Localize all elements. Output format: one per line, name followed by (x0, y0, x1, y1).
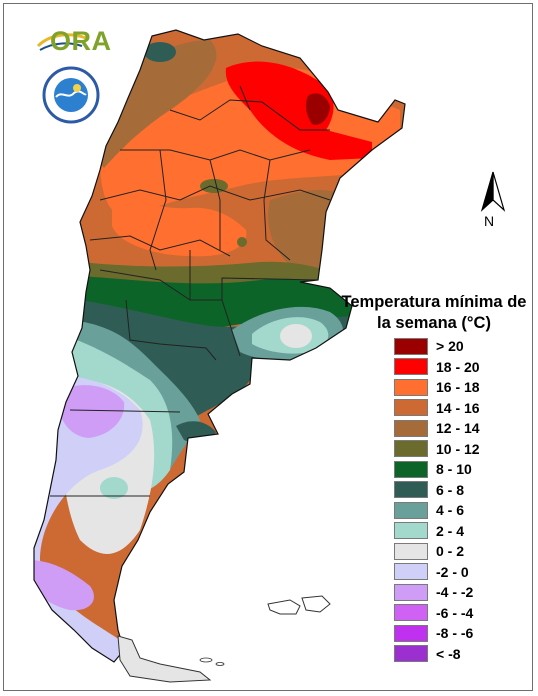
legend-label: -4 - -2 (436, 584, 474, 601)
zone-10-12-b (237, 237, 247, 247)
legend-item: 12 - 14 (394, 418, 480, 439)
legend-label: 2 - 4 (436, 522, 465, 539)
ora-logo-text: ORA (50, 26, 112, 56)
legend-label: -6 - -4 (436, 604, 474, 621)
legend-swatch (394, 522, 428, 540)
legend-swatch (394, 604, 428, 622)
legend-swatch (394, 378, 428, 396)
legend-label: 0 - 2 (436, 543, 465, 560)
legend-swatch (394, 460, 428, 478)
zone-minus4-minus2-north (57, 385, 125, 438)
legend-item: -2 - 0 (394, 562, 480, 583)
legend-swatch (394, 624, 428, 642)
legend-item: -4 - -2 (394, 582, 480, 603)
legend-item: < -8 (394, 644, 480, 665)
zone-0-2-east (280, 324, 312, 348)
legend-title: Temperatura mínima de la semana (°C) (341, 293, 527, 332)
legend-item: 6 - 8 (394, 480, 480, 501)
legend-item: -8 - -6 (394, 623, 480, 644)
zone-gt-20 (305, 93, 330, 125)
legend-item: 10 - 12 (394, 439, 480, 460)
legend-item: -6 - -4 (394, 603, 480, 624)
legend-swatch (394, 645, 428, 663)
legend-label: 14 - 16 (436, 399, 480, 416)
legend-swatch (394, 542, 428, 560)
legend-item: 8 - 10 (394, 459, 480, 480)
argentina-outline (33, 29, 406, 663)
legend-swatch (394, 399, 428, 417)
legend-item: 14 - 16 (394, 398, 480, 419)
legend: > 20 18 - 20 16 - 18 14 - 16 12 - 14 10 … (394, 336, 480, 664)
legend-item: > 20 (394, 336, 480, 357)
legend-item: 0 - 2 (394, 541, 480, 562)
legend-label: 12 - 14 (436, 420, 480, 437)
ora-logo-icon (36, 33, 87, 51)
legend-swatch (394, 440, 428, 458)
tierra-del-fuego (117, 635, 212, 683)
legend-swatch (394, 583, 428, 601)
legend-label: > 20 (436, 338, 464, 355)
north-arrow-icon (480, 171, 506, 212)
legend-swatch (394, 337, 428, 355)
zone-18-20 (225, 61, 372, 160)
legend-item: 4 - 6 (394, 500, 480, 521)
legend-item: 18 - 20 (394, 357, 480, 378)
legend-swatch (394, 563, 428, 581)
north-label: N (484, 213, 495, 229)
legend-label: 6 - 8 (436, 481, 465, 498)
legend-swatch (394, 358, 428, 376)
legend-swatch (394, 501, 428, 519)
small-islands (199, 657, 225, 666)
legend-item: 16 - 18 (394, 377, 480, 398)
legend-label: 8 - 10 (436, 461, 472, 478)
legend-item: 2 - 4 (394, 521, 480, 542)
legend-label: -8 - -6 (436, 625, 474, 642)
legend-label: 10 - 12 (436, 440, 480, 457)
zone-2-4-spot (100, 477, 128, 499)
smn-seal-icon (42, 66, 100, 124)
province-boundaries (50, 85, 331, 497)
zone-10-12-c (144, 42, 176, 62)
legend-label: 4 - 6 (436, 502, 465, 519)
malvinas-islands (267, 595, 331, 615)
legend-swatch (394, 481, 428, 499)
legend-label: < -8 (436, 645, 461, 662)
legend-swatch (394, 419, 428, 437)
legend-label: 18 - 20 (436, 358, 480, 375)
legend-label: -2 - 0 (436, 563, 469, 580)
legend-label: 16 - 18 (436, 379, 480, 396)
